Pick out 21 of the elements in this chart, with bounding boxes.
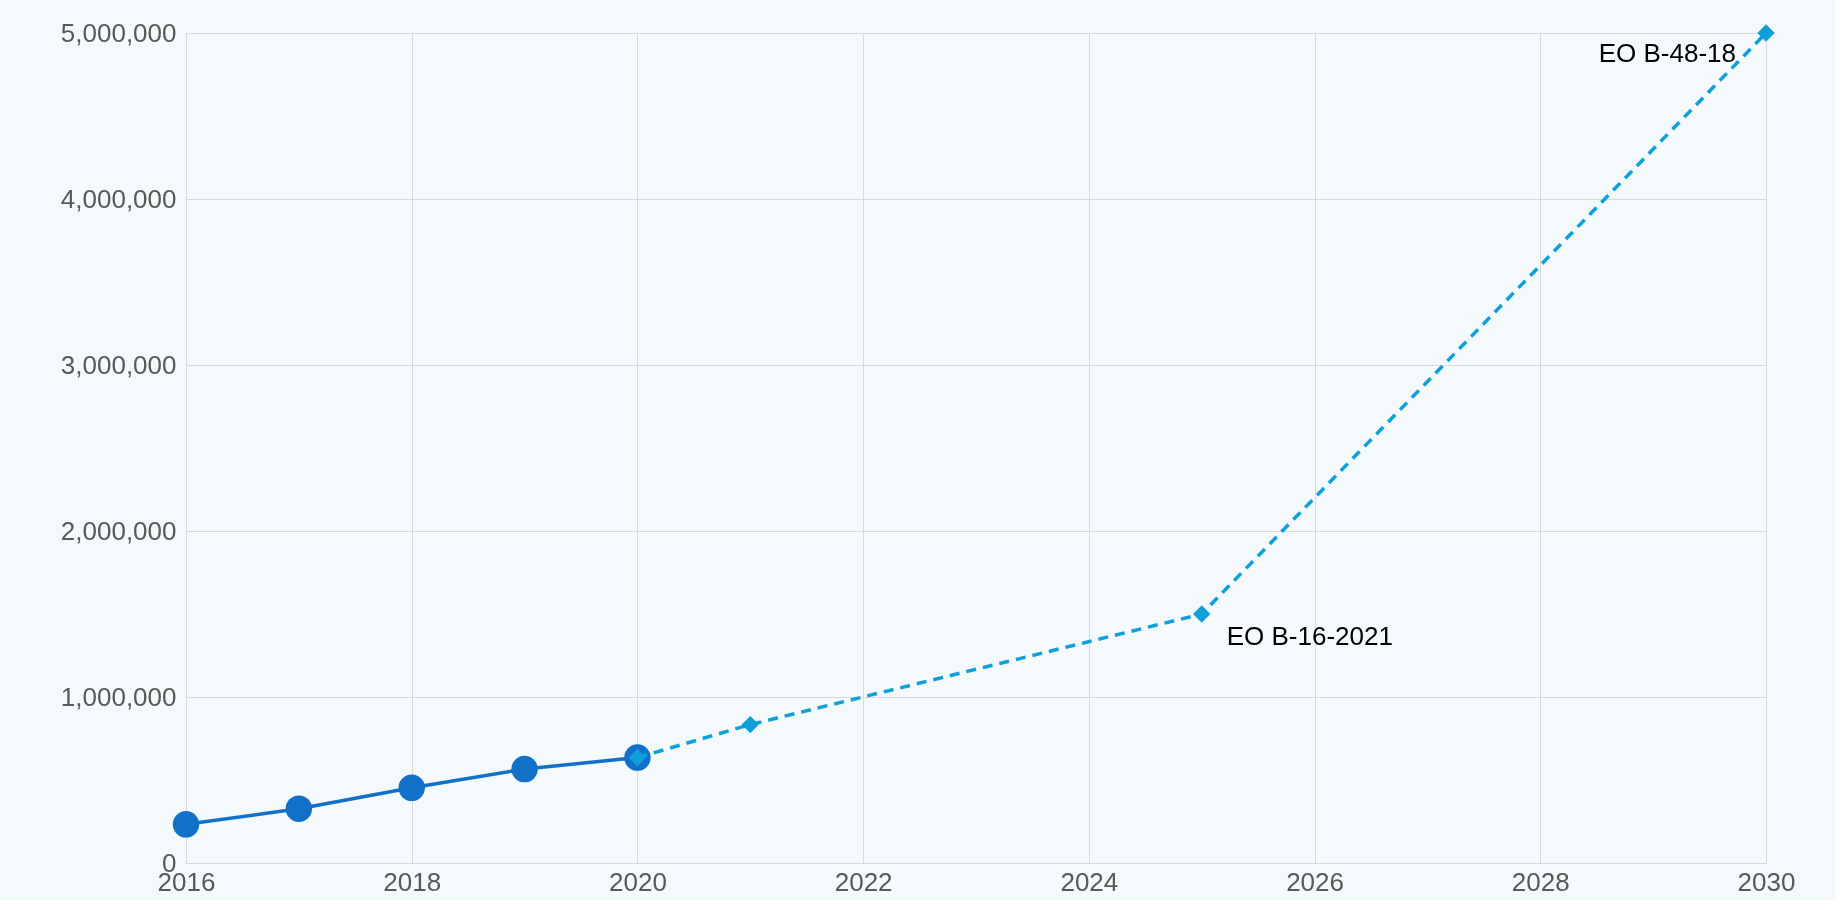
point: [285, 795, 313, 822]
point: [398, 774, 425, 801]
point: [1193, 605, 1211, 623]
x-tick-label: 2020: [609, 866, 667, 897]
y-tick-label: 4,000,000: [60, 183, 177, 214]
x-tick-label: 2030: [1737, 866, 1796, 897]
y-tick-label: 2,000,000: [60, 515, 177, 546]
x-tick-label: 2018: [383, 866, 442, 897]
point: [511, 755, 538, 783]
y-tick-label: 5,000,000: [60, 17, 177, 48]
point: [172, 811, 200, 838]
annotation: EO B-16-2021: [1226, 621, 1393, 651]
point: [1757, 24, 1775, 42]
y-tick-label: 1,000,000: [60, 681, 177, 712]
point: [741, 715, 759, 734]
x-tick-label: 2024: [1060, 866, 1119, 897]
x-tick-label: 2022: [834, 866, 893, 897]
x-tick-label: 2028: [1511, 866, 1570, 897]
x-tick-label: 2026: [1286, 866, 1344, 897]
y-tick-label: 3,000,000: [60, 349, 177, 380]
annotation: EO B-48-18: [1598, 38, 1736, 68]
